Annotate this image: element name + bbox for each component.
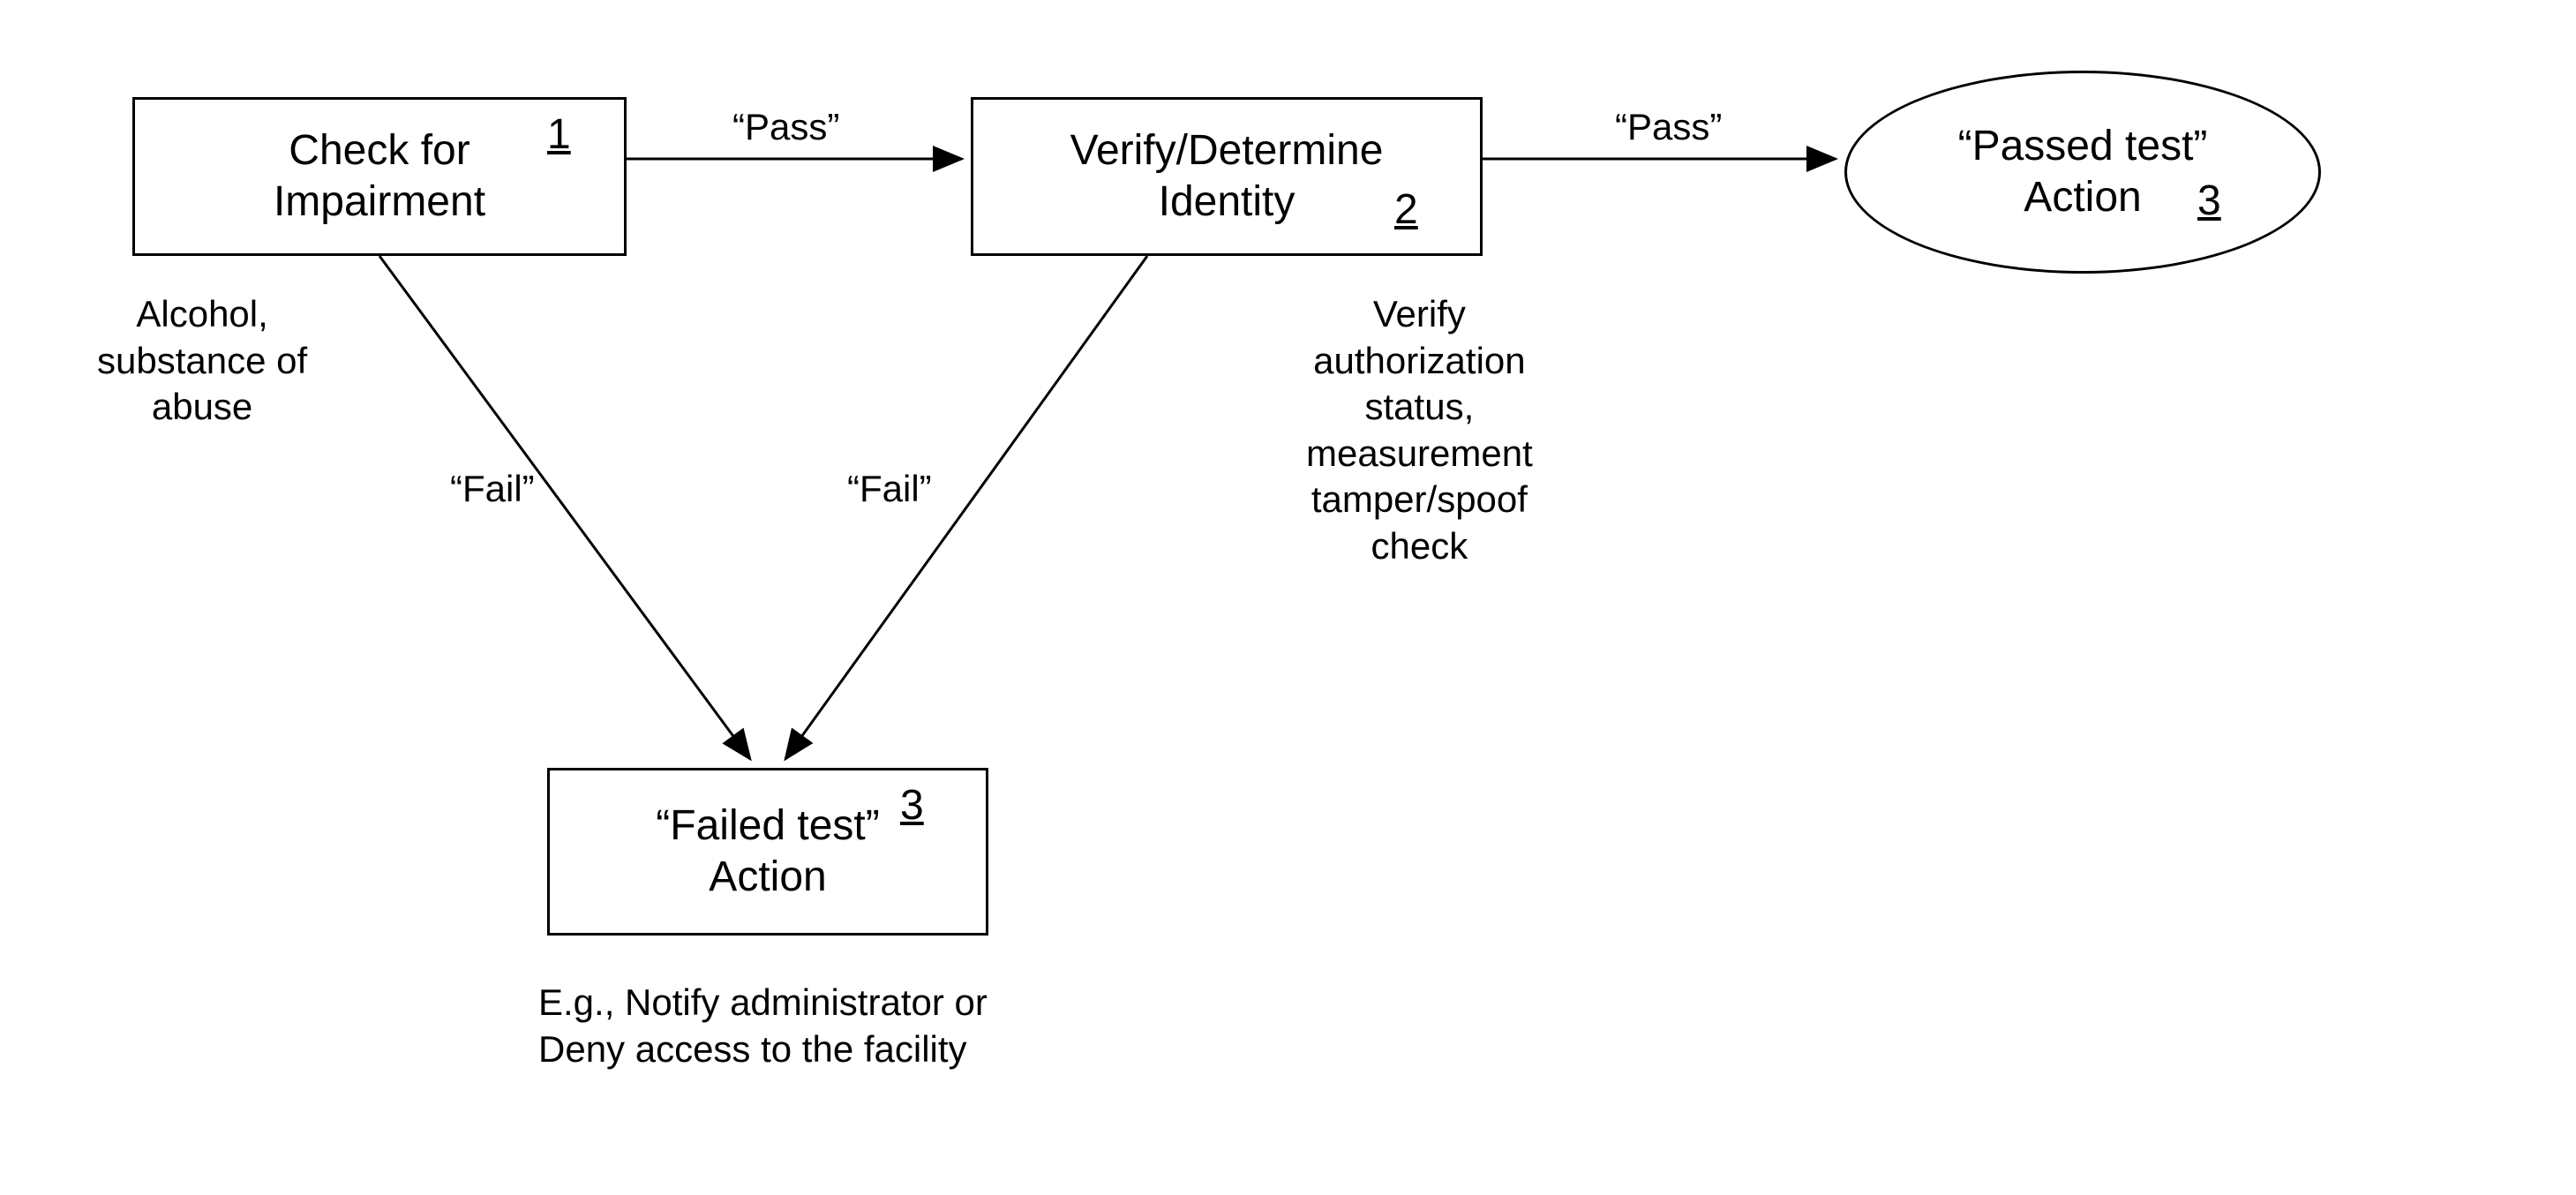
node-number-3-fail: 3 <box>900 781 924 830</box>
edge-verify-to-failed <box>785 256 1147 759</box>
node-passed-action: “Passed test” Action <box>1844 71 2321 274</box>
node-label-line1: “Failed test” <box>656 800 879 852</box>
caption-failed-action: E.g., Notify administrator or Deny acces… <box>538 980 988 1072</box>
node-number-3-pass: 3 <box>2197 177 2221 225</box>
edge-label-fail-2: “Fail” <box>847 468 932 510</box>
edge-label-pass-1: “Pass” <box>732 106 839 148</box>
node-label-line1: Verify/Determine <box>1070 125 1384 177</box>
node-label-line2: Impairment <box>274 177 485 228</box>
edge-check-to-failed <box>379 256 750 759</box>
edge-label-pass-2: “Pass” <box>1615 106 1722 148</box>
node-label-line2: Identity <box>1159 177 1296 228</box>
node-label-line1: Check for <box>289 125 469 177</box>
node-label-line2: Action <box>2024 172 2141 223</box>
node-number-2: 2 <box>1394 185 1418 234</box>
caption-verify-identity: Verify authorization status, measurement… <box>1306 291 1533 569</box>
node-label-line1: “Passed test” <box>1958 121 2208 172</box>
node-label-line2: Action <box>709 852 826 903</box>
node-number-1: 1 <box>547 110 571 159</box>
caption-check-impairment: Alcohol, substance of abuse <box>97 291 307 431</box>
edge-label-fail-1: “Fail” <box>450 468 535 510</box>
